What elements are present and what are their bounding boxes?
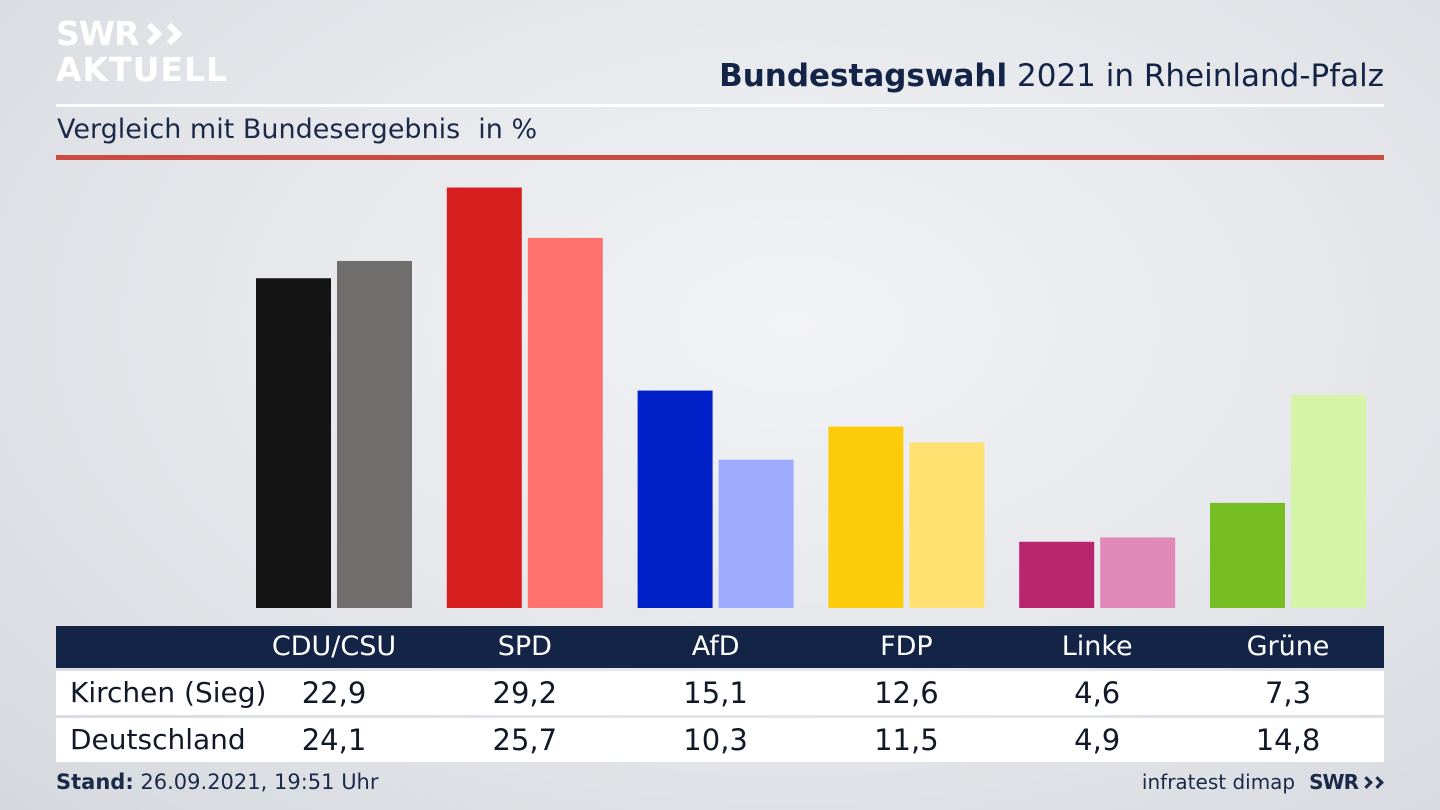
bar-gr-ne-kirchen-sieg	[1210, 502, 1285, 608]
source-swr-text: SWR	[1309, 770, 1359, 794]
logo-swr-text: SWR	[56, 14, 140, 53]
bar-spd-deutschland	[527, 237, 603, 609]
value-fdp-kirchen-sieg: 12,6	[874, 676, 939, 710]
source-text: infratest dimap	[1141, 770, 1296, 794]
results-table: CDU/CSU SPD AfD FDP Linke Grüne Kirchen (Sieg…	[56, 626, 1384, 762]
bar-gr-ne-deutschland	[1291, 394, 1366, 608]
bar-linke-kirchen-sieg	[1019, 541, 1095, 608]
subtitle-unit: in %	[478, 114, 538, 145]
stand-value: 26.09.2021, 19:51 Uhr	[140, 770, 379, 794]
category-label-spd: SPD	[497, 631, 552, 662]
chart-title-bold: Bundestagswahl	[719, 58, 1008, 94]
bar-cdu-csu-kirchen-sieg	[256, 278, 331, 608]
chart-subtitle: Vergleich mit Bundesergebnis in %	[57, 114, 537, 145]
category-label-cdu-csu: CDU/CSU	[271, 631, 397, 662]
category-label-gr-ne: Grüne	[1246, 631, 1330, 662]
category-label-afd: AfD	[691, 631, 740, 662]
value-cdu-csu-kirchen-sieg: 22,9	[301, 676, 367, 710]
source-chevrons-icon	[1360, 775, 1384, 789]
value-gr-ne-kirchen-sieg: 7,3	[1264, 676, 1312, 710]
bar-chart	[256, 187, 1366, 609]
bar-fdp-deutschland	[909, 442, 985, 608]
value-linke-kirchen-sieg: 4,6	[1074, 676, 1121, 710]
chart-title: Bundestagswahl 2021 in Rheinland-Pfalz	[719, 58, 1384, 94]
value-gr-ne-deutschland: 14,8	[1255, 723, 1321, 757]
category-label-fdp: FDP	[880, 631, 933, 662]
bar-afd-deutschland	[718, 459, 794, 608]
table-row-kirchen: Kirchen (Sieg) 22,9 29,2 15,1 12,6 4,6 7,3	[56, 671, 1384, 715]
value-spd-deutschland: 25,7	[492, 723, 558, 757]
logo-aktuell-text: AKTUELL	[56, 50, 229, 89]
chart-title-rest: 2021 in Rheinland-Pfalz	[1017, 58, 1384, 94]
stand-label: Stand:	[56, 770, 134, 794]
subtitle-text: Vergleich mit Bundesergebnis	[57, 114, 461, 145]
value-afd-kirchen-sieg: 15,1	[683, 676, 748, 710]
source-swr-logo: SWR	[1309, 770, 1384, 794]
source-credit: infratest dimap SWR	[1142, 770, 1384, 794]
value-cdu-csu-deutschland: 24,1	[301, 723, 367, 757]
swr-aktuell-logo: SWR AKTUELL	[56, 16, 228, 88]
row-label-kirchen: Kirchen (Sieg)	[70, 676, 267, 709]
bar-afd-kirchen-sieg	[637, 390, 713, 608]
value-linke-deutschland: 4,9	[1074, 723, 1121, 757]
value-fdp-deutschland: 11,5	[874, 723, 939, 757]
category-label-linke: Linke	[1061, 631, 1133, 662]
value-spd-kirchen-sieg: 29,2	[492, 676, 558, 710]
value-afd-deutschland: 10,3	[683, 723, 748, 757]
bar-spd-kirchen-sieg	[446, 187, 522, 608]
row-label-deutschland: Deutschland	[70, 723, 246, 756]
table-row-deutschland: Deutschland 24,1 25,7 10,3 11,5 4,9 14,8	[56, 718, 1384, 762]
title-divider	[56, 104, 1384, 107]
accent-divider	[56, 155, 1384, 160]
table-header: CDU/CSU SPD AfD FDP Linke Grüne	[56, 626, 1384, 668]
bar-fdp-kirchen-sieg	[828, 426, 904, 608]
timestamp: Stand: 26.09.2021, 19:51 Uhr	[56, 770, 379, 794]
bar-linke-deutschland	[1100, 537, 1176, 608]
bar-cdu-csu-deutschland	[337, 260, 412, 608]
